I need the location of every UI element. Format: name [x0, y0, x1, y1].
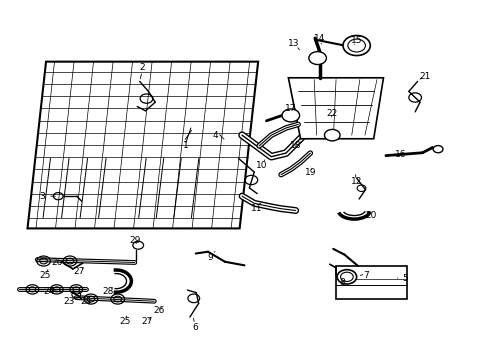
- Text: 29: 29: [129, 237, 140, 246]
- Text: 27: 27: [73, 267, 84, 276]
- Text: 25: 25: [39, 270, 50, 279]
- Circle shape: [133, 241, 143, 249]
- Text: 6: 6: [192, 323, 198, 332]
- Text: 19: 19: [304, 168, 315, 177]
- Text: 9: 9: [207, 253, 213, 262]
- Text: 18: 18: [289, 141, 301, 150]
- Text: 16: 16: [394, 150, 406, 159]
- Bar: [335, 266, 406, 299]
- Text: 22: 22: [326, 109, 337, 118]
- Text: 10: 10: [255, 161, 267, 170]
- Text: 21: 21: [418, 72, 430, 81]
- Text: 23: 23: [63, 297, 75, 306]
- Circle shape: [324, 130, 339, 141]
- Text: 2: 2: [139, 63, 144, 72]
- Circle shape: [308, 51, 326, 64]
- Text: 15: 15: [350, 36, 362, 45]
- Circle shape: [432, 145, 442, 153]
- Polygon shape: [288, 78, 383, 139]
- Text: 27: 27: [141, 317, 152, 326]
- Text: 17: 17: [285, 104, 296, 113]
- Circle shape: [282, 109, 299, 122]
- Text: 13: 13: [287, 39, 298, 48]
- Text: 4: 4: [212, 131, 218, 140]
- Text: 5: 5: [402, 274, 407, 283]
- Circle shape: [336, 270, 356, 284]
- Text: 12: 12: [350, 177, 362, 186]
- Text: 14: 14: [314, 34, 325, 43]
- Text: 26: 26: [153, 306, 164, 315]
- Text: 26: 26: [51, 258, 62, 267]
- Text: 11: 11: [250, 204, 262, 213]
- Text: 25: 25: [119, 317, 130, 326]
- Text: 8: 8: [339, 278, 344, 287]
- Text: 24: 24: [80, 297, 91, 306]
- Text: 7: 7: [363, 270, 368, 279]
- Text: 3: 3: [39, 192, 45, 201]
- Text: 28: 28: [102, 287, 113, 296]
- Circle shape: [342, 36, 369, 55]
- Text: 1: 1: [183, 141, 188, 150]
- Text: 24: 24: [44, 287, 55, 296]
- Text: 20: 20: [365, 211, 376, 220]
